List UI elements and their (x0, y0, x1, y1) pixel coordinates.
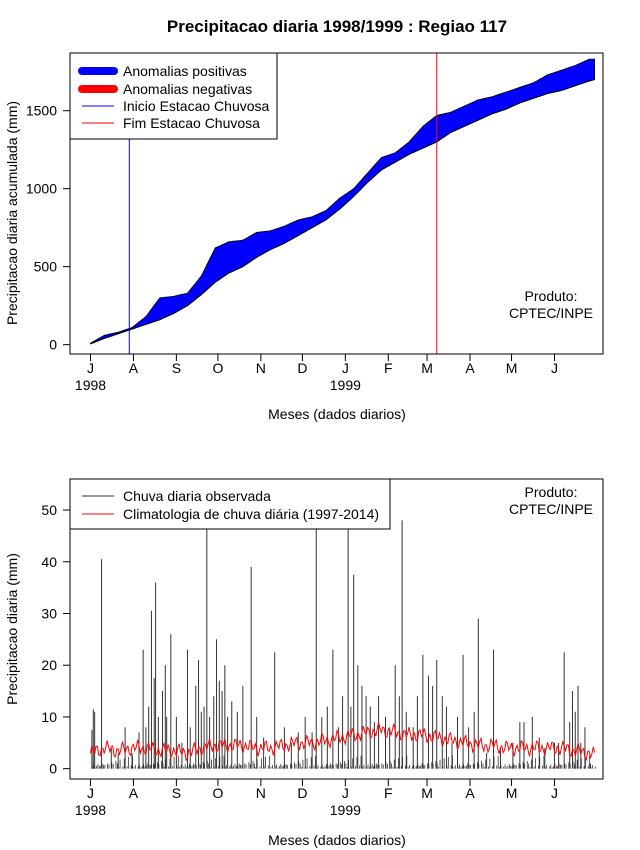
x-year-label: 1998 (75, 802, 106, 818)
bottom-y-axis-label: Precipitacao diaria (mm) (4, 553, 20, 705)
top-y-axis: 0 500 1000 1500 (26, 103, 71, 353)
y-tick-label: 500 (34, 259, 58, 275)
x-tick-label: M (506, 785, 518, 801)
x-tick-label: J (551, 360, 558, 376)
x-tick-label: J (551, 785, 558, 801)
legend-label-positive: Anomalias positivas (123, 63, 247, 79)
climatology-daily-line (90, 722, 596, 762)
x-tick-label: A (129, 360, 139, 376)
x-tick-label: O (212, 360, 223, 376)
figure-title: Precipitacao diaria 1998/1999 : Regiao 1… (167, 17, 507, 36)
x-tick-label: J (342, 785, 349, 801)
y-tick-label: 0 (49, 337, 57, 353)
y-tick-label: 1500 (26, 103, 57, 119)
y-tick-label: 40 (41, 554, 57, 570)
x-tick-label: D (297, 360, 307, 376)
bottom-y-axis: 0 10 20 30 40 50 (41, 502, 71, 777)
top-x-axis-label: Meses (dados diarios) (268, 406, 406, 422)
y-tick-label: 1000 (26, 181, 57, 197)
x-year-label: 1998 (75, 377, 106, 393)
x-tick-label: N (256, 785, 266, 801)
x-tick-label: S (172, 785, 181, 801)
y-tick-label: 0 (49, 761, 57, 777)
x-tick-label: D (297, 785, 307, 801)
x-tick-label: J (87, 785, 94, 801)
legend-label-observed: Chuva diaria observada (123, 488, 271, 504)
x-tick-label: F (384, 360, 393, 376)
x-tick-label: J (342, 360, 349, 376)
top-y-axis-label: Precipitacao diaria acumulada (mm) (4, 101, 20, 325)
x-year-label: 1999 (330, 377, 361, 393)
bottom-plot-marks (90, 520, 596, 769)
x-tick-label: O (212, 785, 223, 801)
y-tick-label: 20 (41, 657, 57, 673)
x-tick-label: N (256, 360, 266, 376)
bottom-legend: Chuva diaria observada Climatologia de c… (69, 478, 391, 530)
x-tick-label: S (172, 360, 181, 376)
x-tick-label: J (87, 360, 94, 376)
x-tick-label: A (465, 785, 475, 801)
bottom-x-axis-label: Meses (dados diarios) (268, 832, 406, 848)
legend-label-inicio: Inicio Estacao Chuvosa (123, 98, 270, 114)
legend-label-fim: Fim Estacao Chuvosa (123, 115, 260, 131)
y-tick-label: 10 (41, 709, 57, 725)
x-tick-label: M (506, 360, 518, 376)
top-legend: Anomalias positivas Anomalias negativas … (69, 52, 278, 140)
y-tick-label: 30 (41, 605, 57, 621)
y-tick-label: 50 (41, 502, 57, 518)
bottom-produto-label: Produto: (525, 484, 578, 500)
bottom-produto-source: CPTEC/INPE (509, 501, 593, 517)
x-tick-label: M (421, 360, 433, 376)
top-plot-marks (90, 53, 595, 354)
x-tick-label: M (421, 785, 433, 801)
top-produto-label: Produto: (525, 288, 578, 304)
legend-label-climatology: Climatologia de chuva diária (1997-2014) (123, 506, 379, 522)
legend-label-negative: Anomalias negativas (123, 81, 252, 97)
top-produto-source: CPTEC/INPE (509, 305, 593, 321)
x-year-label: 1999 (330, 802, 361, 818)
x-tick-label: A (465, 360, 475, 376)
x-tick-label: A (129, 785, 139, 801)
bottom-legend-box (69, 478, 391, 530)
x-tick-label: F (384, 785, 393, 801)
climatology-cumulative-line (90, 79, 595, 345)
